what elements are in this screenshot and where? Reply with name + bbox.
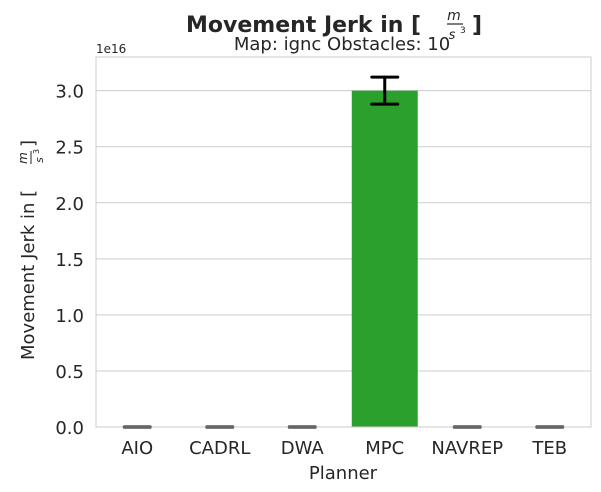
error-bar-mpc xyxy=(370,75,400,106)
y-tick-label: 0.5 xyxy=(55,362,84,383)
y-tick-labels: 0.0 0.5 1.0 1.5 2.0 2.5 3.0 xyxy=(55,82,84,439)
y-gridlines xyxy=(96,90,591,428)
x-tick-label-teb: TEB xyxy=(531,438,567,459)
bar-mpc xyxy=(351,90,418,428)
y-unit-denominator: s xyxy=(33,157,46,163)
x-tick-label-cadrl: CADRL xyxy=(189,438,250,459)
y-axis-label-suffix: ] xyxy=(18,140,39,147)
title-unit-power: 3 xyxy=(460,26,466,36)
y-unit-numerator: m xyxy=(16,152,30,164)
chart-title-suffix: ] xyxy=(472,13,482,38)
plot-frame xyxy=(95,56,592,428)
title-unit-numerator: m xyxy=(447,8,461,24)
x-tick-label-dwa: DWA xyxy=(281,438,325,459)
chart-title: Movement Jerk in [ m s 3 ] xyxy=(186,8,482,43)
y-tick-label: 3.0 xyxy=(55,82,84,103)
x-tick-label-aio: AIO xyxy=(121,438,153,459)
title-unit-denominator: s xyxy=(449,28,456,43)
y-axis-label-prefix: Movement Jerk in [ xyxy=(18,190,39,360)
x-tick-labels: AIO CADRL DWA MPC NAVREP TEB xyxy=(121,438,567,459)
y-tick-label: 0.0 xyxy=(55,418,84,439)
y-axis-label: Movement Jerk in [ m s 3 ] xyxy=(16,140,46,360)
y-tick-label: 1.0 xyxy=(55,306,84,327)
x-axis-label: Planner xyxy=(309,463,378,484)
chart-subtitle: Map: ignc Obstacles: 10 xyxy=(234,34,450,55)
y-unit-power: 3 xyxy=(32,149,41,154)
x-tick-label-navrep: NAVREP xyxy=(431,438,503,459)
y-tick-label: 1.5 xyxy=(55,250,84,271)
bars xyxy=(351,90,418,428)
y-offset-text: 1e16 xyxy=(96,42,126,56)
y-tick-label: 2.0 xyxy=(55,194,84,215)
chart-title-prefix: Movement Jerk in [ xyxy=(186,13,421,38)
error-bars xyxy=(122,75,565,429)
x-tick-label-mpc: MPC xyxy=(365,438,404,459)
y-tick-label: 2.5 xyxy=(55,138,84,159)
